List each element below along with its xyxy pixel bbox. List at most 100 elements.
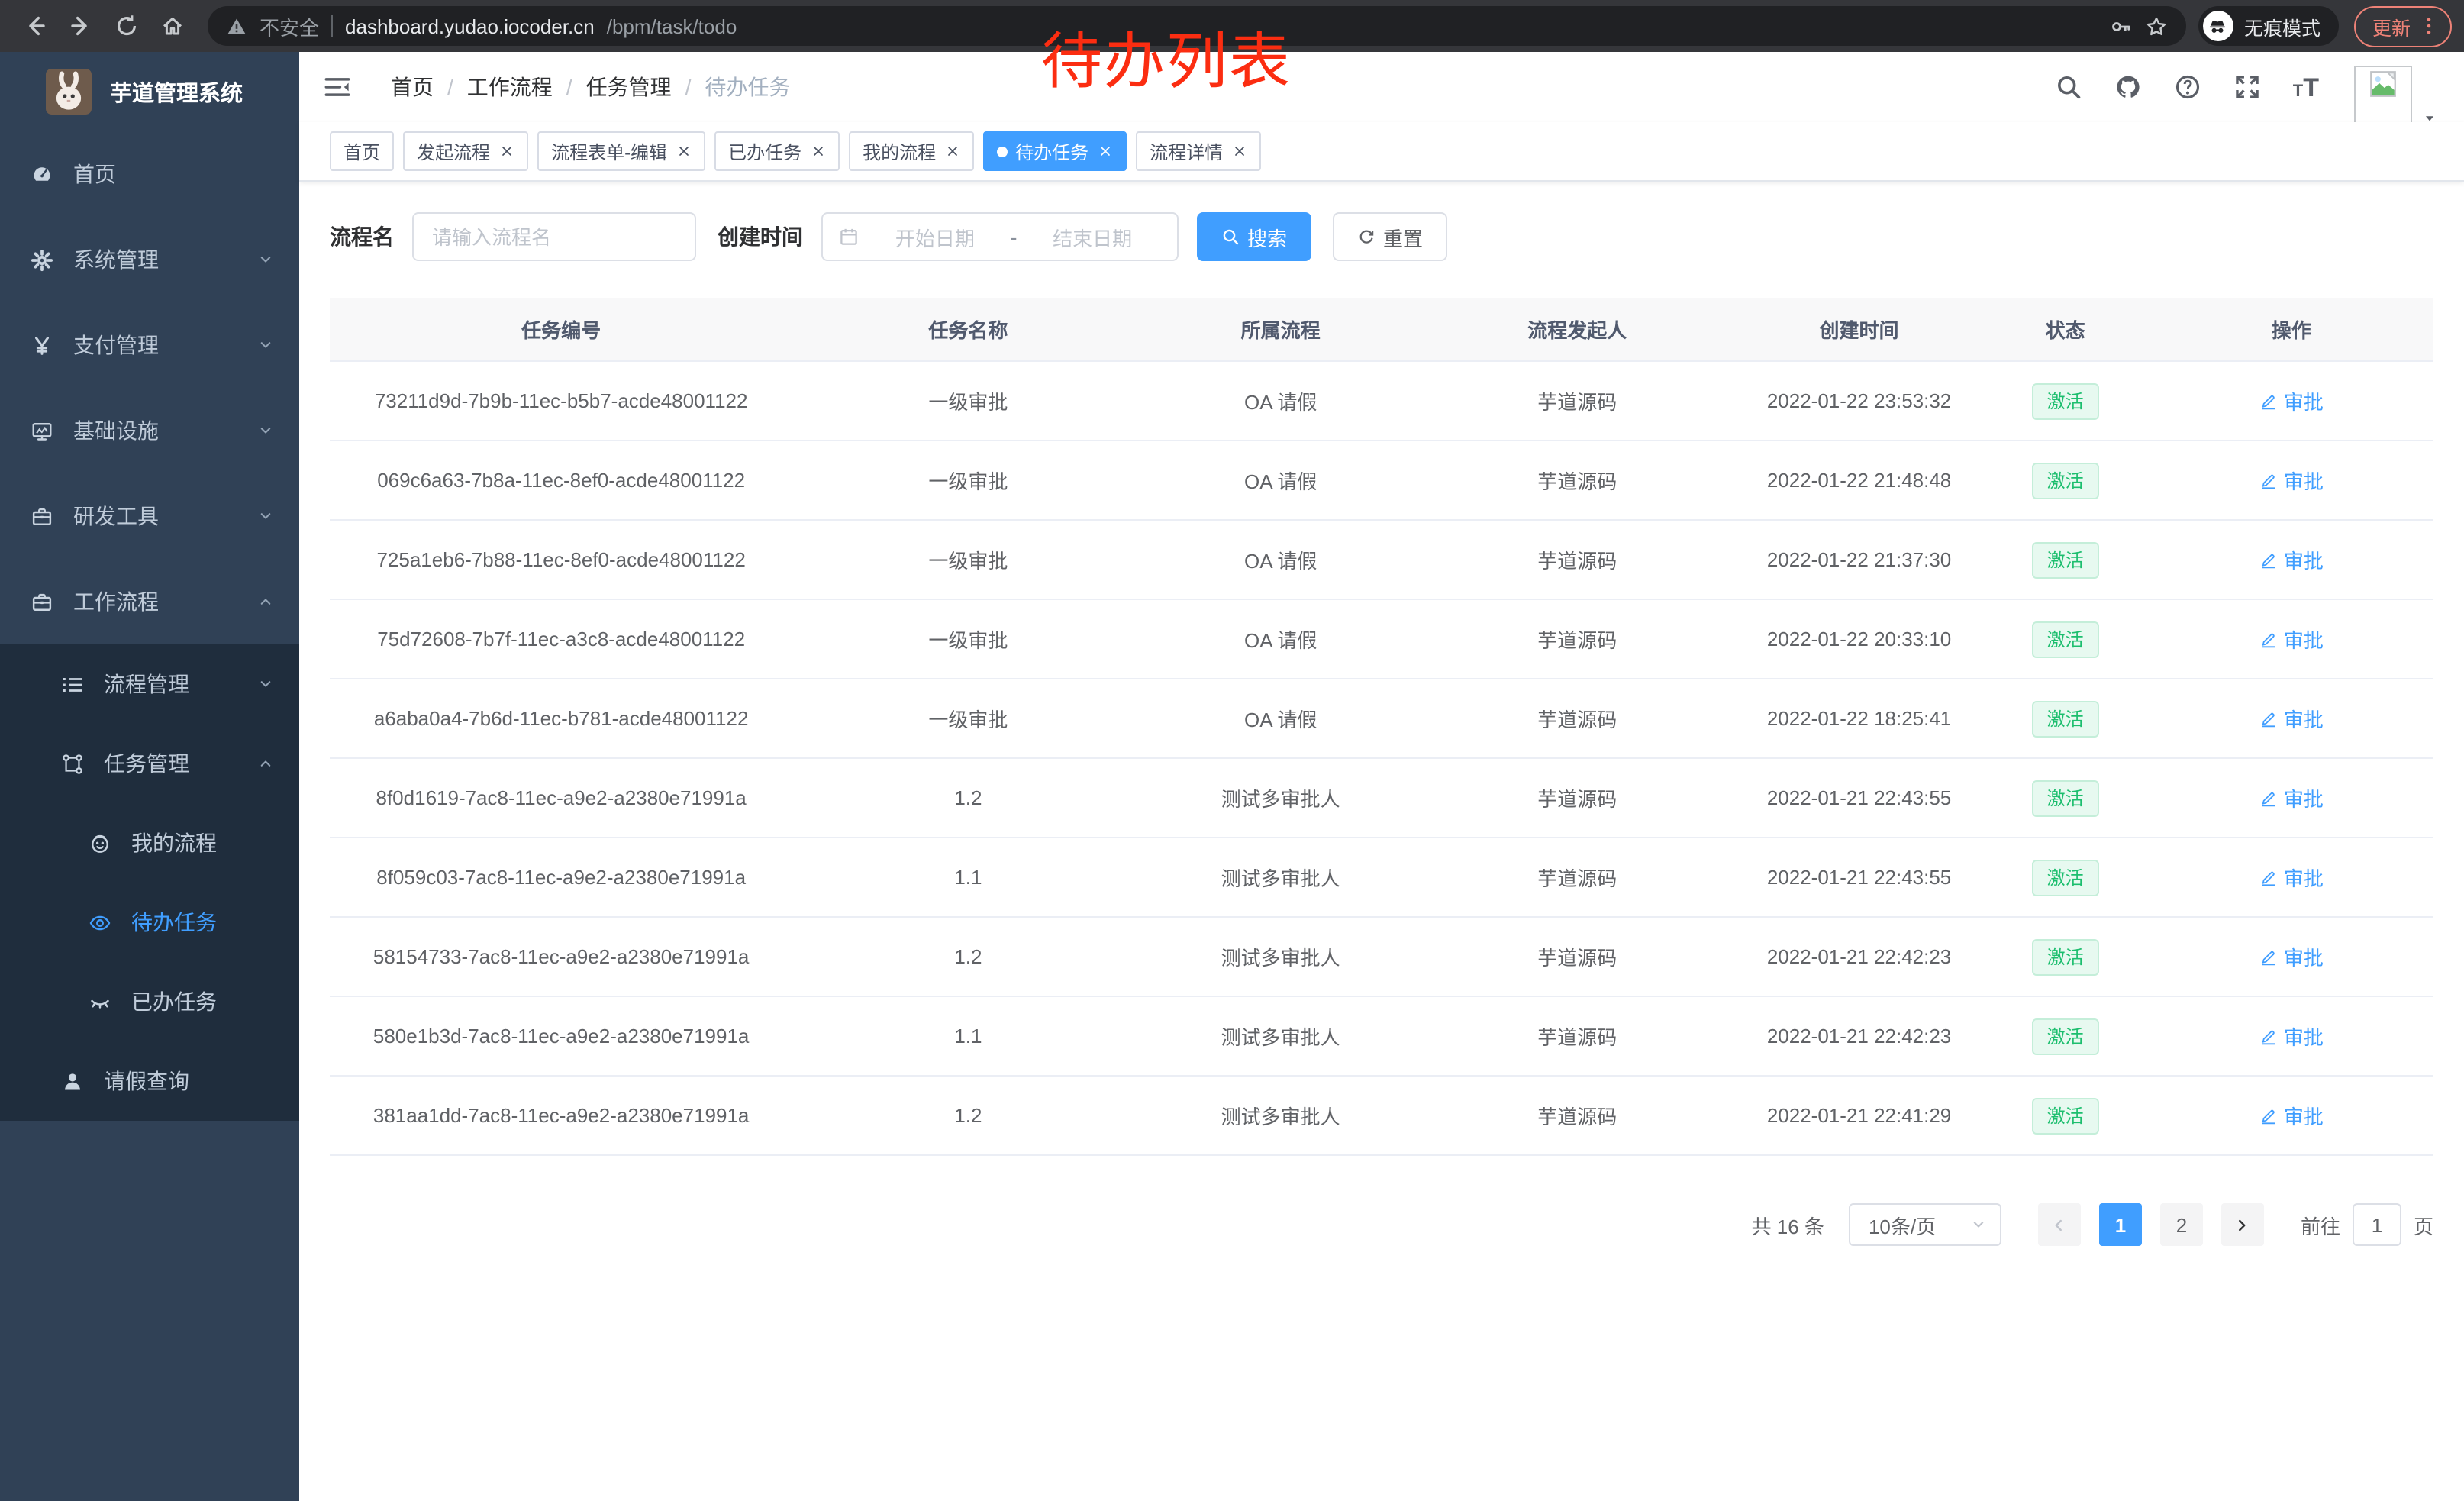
- cell-create-time: 2022-01-22 21:37:30: [1737, 520, 1982, 600]
- breadcrumb-separator: /: [566, 75, 572, 99]
- search-icon[interactable]: [2055, 73, 2082, 101]
- monitor-icon: [31, 419, 53, 442]
- tab-5-active[interactable]: 待办任务: [983, 131, 1127, 171]
- page-button-2[interactable]: 2: [2159, 1203, 2203, 1246]
- fullscreen-icon[interactable]: [2233, 73, 2261, 101]
- tab-1[interactable]: 发起流程: [403, 131, 529, 171]
- avatar-dropdown-caret-icon[interactable]: [2423, 111, 2437, 125]
- cell-task-name: 1.2: [792, 1076, 1144, 1156]
- breadcrumb-separator: /: [447, 75, 453, 99]
- cell-task-name: 1.2: [792, 758, 1144, 838]
- tab-label: 待办任务: [1015, 141, 1089, 163]
- chevron-up-icon: [256, 592, 275, 611]
- home-icon[interactable]: [150, 3, 195, 49]
- breadcrumb-item-2[interactable]: 任务管理: [585, 75, 672, 99]
- sidebar-item-briefcase-4[interactable]: 研发工具: [0, 473, 299, 559]
- tab-label: 流程详情: [1150, 141, 1224, 163]
- approve-link[interactable]: 审批: [2259, 1022, 2324, 1051]
- address-bar[interactable]: 不安全 dashboard.yudao.iocoder.cn/bpm/task/…: [208, 6, 2186, 46]
- page-size-select[interactable]: 10条/页: [1848, 1203, 2001, 1246]
- process-name-input[interactable]: [412, 212, 696, 261]
- sidebar-subitem-eyeclosed-4[interactable]: 已办任务: [0, 962, 299, 1041]
- sidebar-item-dashboard-0[interactable]: 首页: [0, 131, 299, 217]
- breadcrumb-item-0[interactable]: 首页: [391, 75, 434, 99]
- sidebar-subitem-list-0[interactable]: 流程管理: [0, 644, 299, 724]
- approve-link[interactable]: 审批: [2259, 863, 2324, 892]
- next-page-button[interactable]: [2221, 1203, 2264, 1246]
- list-icon: [61, 673, 84, 696]
- sidebar-subitem-user-5[interactable]: 请假查询: [0, 1041, 299, 1121]
- tab-6[interactable]: 流程详情: [1136, 131, 1262, 171]
- cell-status: 激活: [1981, 599, 2150, 679]
- approve-link[interactable]: 审批: [2259, 1101, 2324, 1130]
- cell-status: 激活: [1981, 996, 2150, 1077]
- edit-pencil-icon: [2259, 1027, 2278, 1045]
- update-button[interactable]: 更新: [2353, 5, 2452, 47]
- status-badge: 激活: [2031, 1018, 2099, 1054]
- sidebar-item-monitor-3[interactable]: 基础设施: [0, 388, 299, 473]
- approve-link[interactable]: 审批: [2259, 545, 2324, 574]
- password-key-icon[interactable]: [2110, 15, 2133, 37]
- cell-create-time: 2022-01-21 22:43:55: [1737, 838, 1982, 918]
- cell-process: OA 请假: [1143, 441, 1417, 521]
- close-tab-icon[interactable]: [945, 144, 960, 159]
- search-button[interactable]: 搜索: [1197, 212, 1312, 261]
- chevron-left-icon: [2050, 1215, 2069, 1235]
- cell-process: OA 请假: [1143, 361, 1417, 441]
- incognito-label: 无痕模式: [2243, 18, 2320, 39]
- approve-link[interactable]: 审批: [2259, 386, 2324, 415]
- reload-icon[interactable]: [104, 3, 150, 49]
- table-row-2: 725a1eb6-7b88-11ec-8ef0-acde48001122 一级审批…: [330, 520, 2433, 600]
- edit-pencil-icon: [2259, 392, 2278, 410]
- close-tab-icon[interactable]: [811, 144, 826, 159]
- font-size-icon[interactable]: TT: [2292, 73, 2319, 102]
- sidebar-subitem-face-2[interactable]: 我的流程: [0, 803, 299, 883]
- goto-page-input[interactable]: [2352, 1203, 2401, 1246]
- cell-actions: 审批: [2149, 361, 2433, 441]
- date-range-input[interactable]: 开始日期 - 结束日期: [821, 212, 1179, 261]
- github-icon[interactable]: [2114, 73, 2142, 101]
- close-tab-icon[interactable]: [499, 144, 514, 159]
- sidebar-subitem-flow-1[interactable]: 任务管理: [0, 724, 299, 803]
- browser-menu-icon[interactable]: [2418, 15, 2440, 37]
- edit-pencil-icon: [2259, 1106, 2278, 1125]
- approve-link-label: 审批: [2283, 788, 2324, 811]
- tab-0[interactable]: 首页: [330, 131, 395, 171]
- sidebar-collapse-icon[interactable]: [324, 73, 351, 101]
- approve-link[interactable]: 审批: [2259, 704, 2324, 733]
- approve-link-label: 审批: [2283, 947, 2324, 970]
- avatar[interactable]: [2354, 66, 2412, 124]
- forward-icon[interactable]: [58, 3, 104, 49]
- breadcrumb-item-1[interactable]: 工作流程: [466, 75, 553, 99]
- back-icon[interactable]: [12, 3, 58, 49]
- end-date-placeholder[interactable]: 结束日期: [1053, 227, 1133, 250]
- tab-3[interactable]: 已办任务: [714, 131, 840, 171]
- bookmark-star-icon[interactable]: [2145, 15, 2168, 37]
- approve-link[interactable]: 审批: [2259, 942, 2324, 971]
- eyeclosed-icon: [89, 990, 111, 1013]
- approve-link[interactable]: 审批: [2259, 625, 2324, 654]
- sidebar-item-gear-1[interactable]: 系统管理: [0, 217, 299, 302]
- sidebar-subitem-eye-3[interactable]: 待办任务: [0, 883, 299, 962]
- close-tab-icon[interactable]: [676, 144, 692, 159]
- cell-process: 测试多审批人: [1143, 1076, 1417, 1156]
- tab-4[interactable]: 我的流程: [849, 131, 975, 171]
- approve-link[interactable]: 审批: [2259, 783, 2324, 812]
- sidebar-item-yen-2[interactable]: 支付管理: [0, 302, 299, 388]
- reset-button[interactable]: 重置: [1333, 212, 1448, 261]
- close-tab-icon[interactable]: [1232, 144, 1247, 159]
- tab-2[interactable]: 流程表单-编辑: [537, 131, 706, 171]
- sidebar-item-briefcase-5[interactable]: 工作流程: [0, 559, 299, 644]
- table-header-row: 任务编号 任务名称 所属流程 流程发起人 创建时间 状态 操作: [330, 298, 2433, 362]
- close-tab-icon[interactable]: [1098, 144, 1113, 159]
- not-secure-warning-icon[interactable]: [226, 15, 247, 37]
- prev-page-button[interactable]: [2037, 1203, 2081, 1246]
- help-icon[interactable]: [2174, 73, 2201, 101]
- start-date-placeholder[interactable]: 开始日期: [895, 227, 975, 250]
- edit-pencil-icon: [2259, 868, 2278, 886]
- approve-link[interactable]: 审批: [2259, 466, 2324, 495]
- table-row-9: 381aa1dd-7ac8-11ec-a9e2-a2380e71991a 1.2 测…: [330, 1076, 2433, 1156]
- app-logo[interactable]: 芋道管理系统: [0, 52, 299, 131]
- page-button-1-active[interactable]: 1: [2098, 1203, 2142, 1246]
- cell-status: 激活: [1981, 441, 2150, 521]
